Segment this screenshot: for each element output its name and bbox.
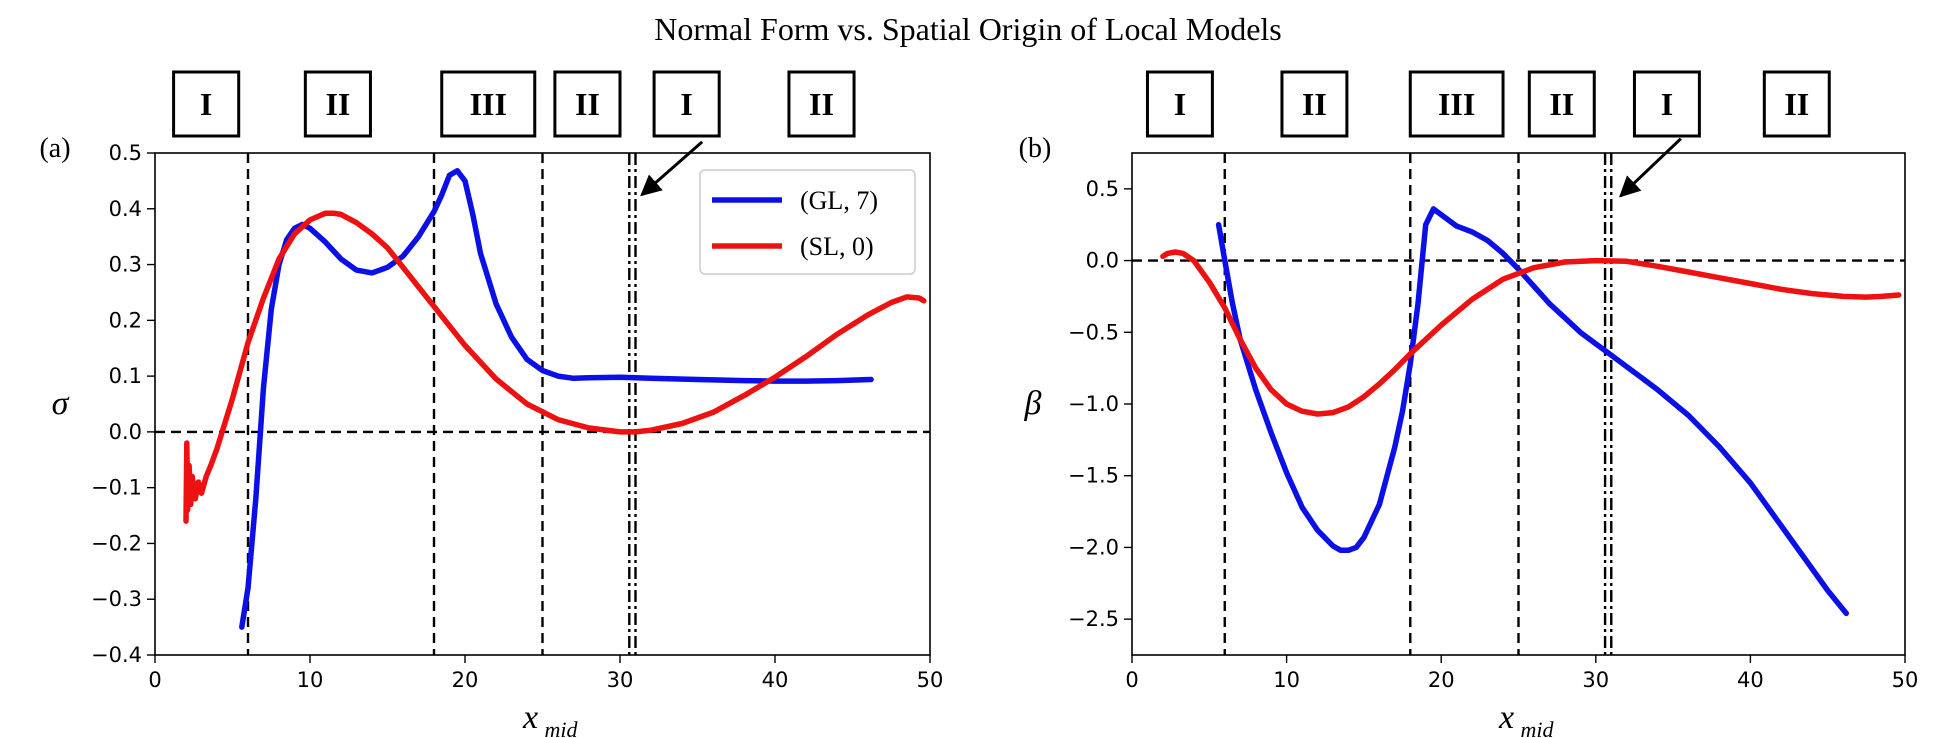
panel-b-xtick-label: 50 <box>1892 668 1919 692</box>
panel-a-ytick-label: −0.3 <box>91 587 142 611</box>
panel-a-xlabel: x <box>522 699 538 736</box>
panel-a-region-box <box>172 70 241 138</box>
panel-a-legend-entry: (GL, 7) <box>800 186 878 215</box>
panel-b-xtick-label: 20 <box>1428 668 1455 692</box>
panel-b-series-gl7 <box>1215 206 1850 617</box>
panel-a-ytick-label: 0.3 <box>109 253 142 277</box>
panel-b-ytick-label: −0.5 <box>1068 320 1119 344</box>
panel-a-legend-entry: (SL, 0) <box>800 232 874 261</box>
panel-a-plot-area <box>155 153 930 655</box>
panel-b-ytick-label: −2.0 <box>1068 535 1119 559</box>
panel-a-ytick-label: 0.1 <box>109 364 142 388</box>
panel-b-xtick-label: 30 <box>1582 668 1609 692</box>
panel-b-axes-frame <box>1131 152 1906 656</box>
panel-a-ytick-label: 0.4 <box>109 197 142 221</box>
panel-a-region-label: I <box>200 86 212 122</box>
panel-b-xtick-label: 10 <box>1273 668 1300 692</box>
panel-b-arrow <box>1619 137 1682 198</box>
panel-a-ytick-label: −0.1 <box>91 476 142 500</box>
panel-b-region-label: II <box>1302 86 1327 122</box>
panel-a-region-box <box>652 70 721 138</box>
panel-a-xtick-label: 50 <box>917 668 944 692</box>
panel-a-xlabel-sub: mid <box>545 717 579 738</box>
panel-b-plot-area <box>1132 153 1905 655</box>
panel-b-series-sl0 <box>1160 249 1902 417</box>
panel-a-arrow <box>640 140 704 197</box>
panel-b-region-label: I <box>1174 86 1186 122</box>
panel-a-region-label: II <box>325 86 350 122</box>
panel-a-label: (a) <box>39 133 70 164</box>
panel-a-series-gl7 <box>239 168 874 630</box>
panel-b: (b) 0 10 20 30 40 50 −2.5 −2.0 −1.5 −1.0 −0.5 0.0 0.5… <box>1019 70 1919 738</box>
panel-a-region-box <box>303 70 372 138</box>
panel-b-region-box <box>1280 70 1349 138</box>
panel-a-xtick-label: 0 <box>148 668 161 692</box>
panel-b-ytick-label: −1.0 <box>1068 392 1119 416</box>
figure-title: Normal Form vs. Spatial Origin of Local … <box>654 11 1281 47</box>
panel-b-xlabel: x <box>1498 699 1514 736</box>
panel-b-ytick-label: 0.5 <box>1086 177 1119 201</box>
panel-b-region-label: I <box>1661 86 1673 122</box>
panel-a-series-sl0 <box>183 210 927 524</box>
panel-b-region-label: II <box>1549 86 1574 122</box>
panel-b-region-box <box>1632 70 1701 138</box>
panel-a-xtick-label: 20 <box>452 668 479 692</box>
panel-b-ytick-label: −1.5 <box>1068 464 1119 488</box>
panel-a-region-box <box>787 70 856 138</box>
panel-b-ylabel: β <box>1024 385 1042 422</box>
panel-b-region-box <box>1762 70 1831 138</box>
panel-b-region-box <box>1145 70 1214 138</box>
panel-b-ytick-label: 0.0 <box>1086 249 1119 273</box>
panel-a-region-label: I <box>680 86 692 122</box>
panel-b-region-box <box>1527 70 1596 138</box>
panel-a-region-label: II <box>809 86 834 122</box>
panel-a-ytick-label: −0.2 <box>91 531 142 555</box>
panel-b-ytick-label: −2.5 <box>1068 607 1119 631</box>
panel-b-label: (b) <box>1019 133 1052 164</box>
panel-b-xtick-label: 40 <box>1737 668 1764 692</box>
panel-a-xtick-label: 30 <box>607 668 634 692</box>
panel-a-xtick-label: 40 <box>762 668 789 692</box>
panel-a-ytick-label: −0.4 <box>91 643 142 667</box>
panel-b-region-box <box>1408 70 1505 138</box>
panel-a-ylabel: σ <box>52 385 70 422</box>
panel-a-region-box <box>440 70 537 138</box>
panel-b-xlabel-sub: mid <box>1521 717 1555 738</box>
panel-a-region-label: II <box>575 86 600 122</box>
panel-a-ytick-label: 0.2 <box>109 308 142 332</box>
panel-b-xtick-label: 0 <box>1125 668 1138 692</box>
panel-b-region-label: II <box>1784 86 1809 122</box>
panel-a-xtick-label: 10 <box>297 668 324 692</box>
panel-a-region-label: III <box>470 86 507 122</box>
panel-a-ytick-label: 0.0 <box>109 420 142 444</box>
panel-a: (a) 0 10 20 30 40 50 −0.4 −0.3 −0.2 −0.1 0.0 0.1 0.2 0… <box>39 70 944 738</box>
panel-b-region-label: III <box>1438 86 1475 122</box>
panel-a-ytick-label: 0.5 <box>109 141 142 165</box>
panel-a-region-box <box>553 70 622 138</box>
